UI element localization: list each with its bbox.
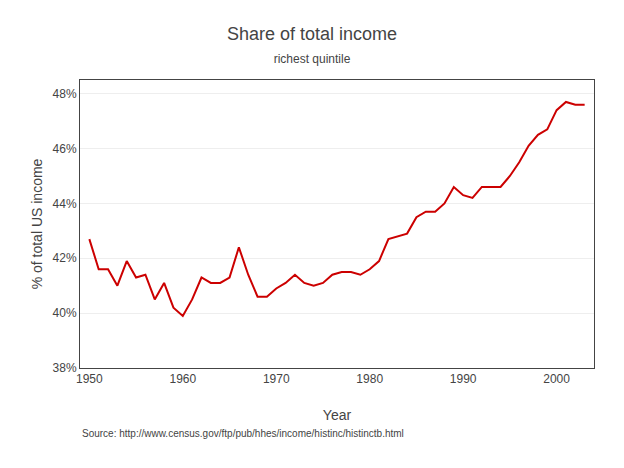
svg-text:richest quintile: richest quintile — [274, 52, 351, 66]
svg-text:42%: 42% — [53, 251, 77, 265]
svg-text:1990: 1990 — [450, 372, 477, 386]
svg-text:48%: 48% — [53, 87, 77, 101]
svg-text:1950: 1950 — [76, 372, 103, 386]
svg-text:1980: 1980 — [356, 372, 383, 386]
svg-text:46%: 46% — [53, 142, 77, 156]
svg-text:Share of total income: Share of total income — [227, 24, 397, 44]
svg-text:1970: 1970 — [263, 372, 290, 386]
svg-text:38%: 38% — [53, 361, 77, 375]
svg-text:44%: 44% — [53, 197, 77, 211]
svg-text:% of total US income: % of total US income — [29, 158, 45, 289]
svg-text:2000: 2000 — [543, 372, 570, 386]
svg-text:1960: 1960 — [169, 372, 196, 386]
svg-text:Year: Year — [323, 407, 352, 423]
svg-text:40%: 40% — [53, 306, 77, 320]
svg-text:Source: http://www.census.gov/: Source: http://www.census.gov/ftp/pub/hh… — [82, 428, 404, 439]
